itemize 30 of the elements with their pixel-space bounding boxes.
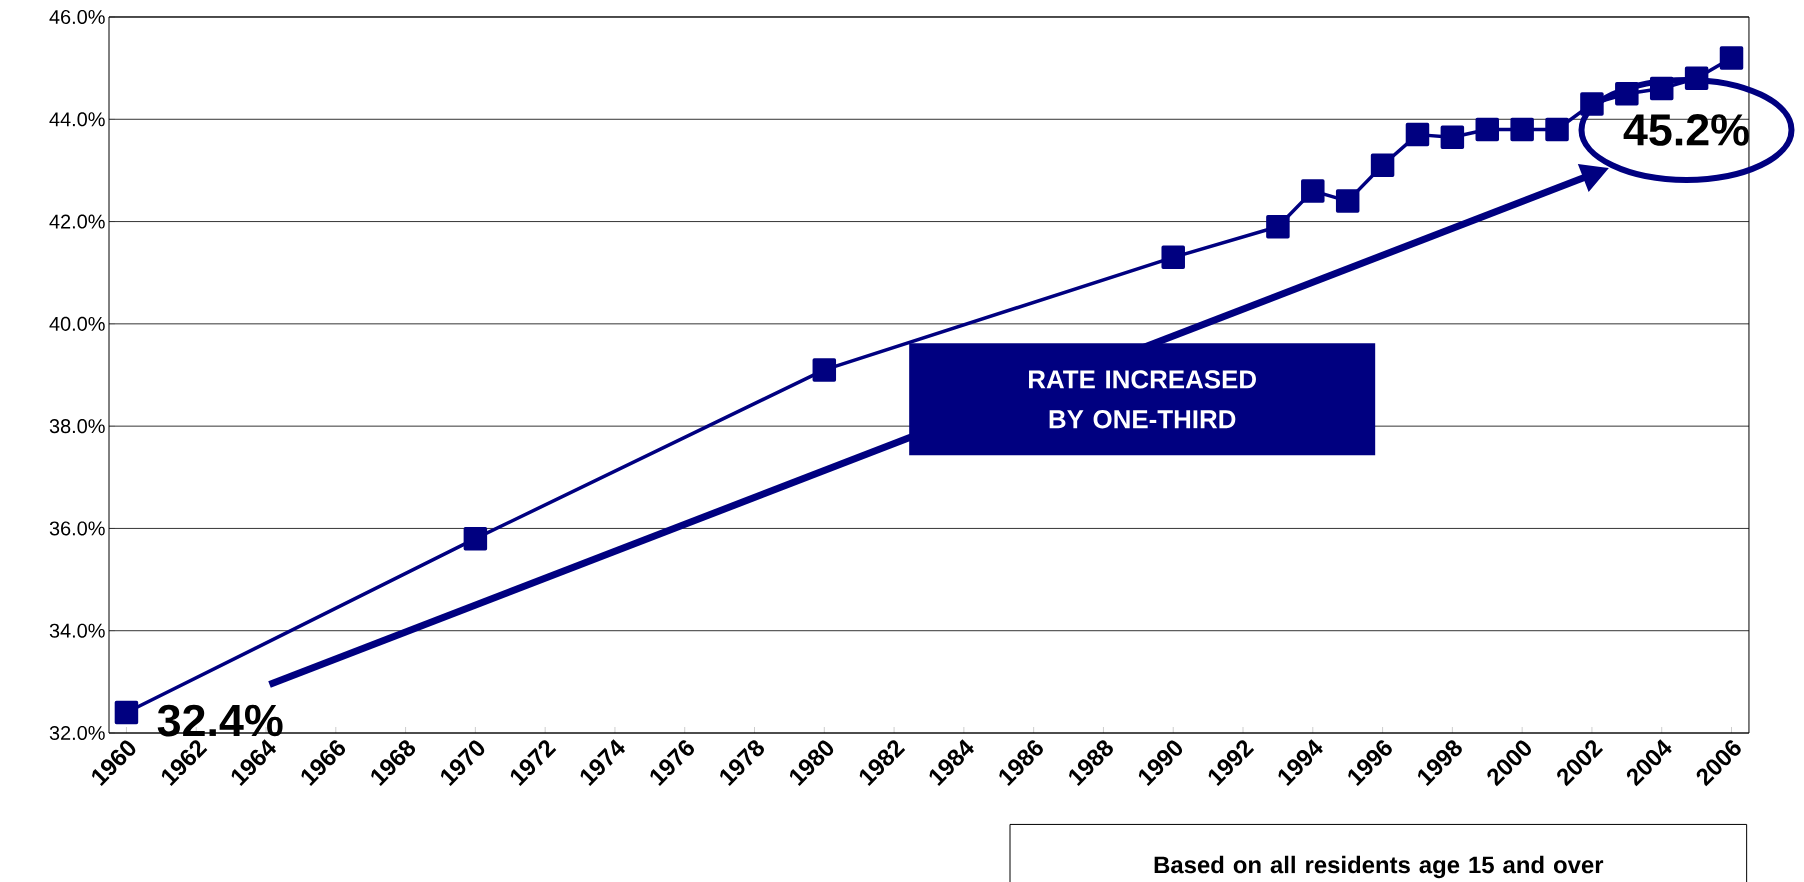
point xyxy=(1615,81,1639,106)
point xyxy=(1161,245,1185,270)
point xyxy=(812,358,837,382)
point xyxy=(1370,153,1395,178)
point xyxy=(1266,214,1290,239)
y-tick-label: 38.0% xyxy=(49,419,105,434)
text: Based on all residents age 15 and over xyxy=(1154,855,1604,879)
point xyxy=(1684,66,1709,91)
point xyxy=(463,526,488,551)
point xyxy=(1649,76,1674,101)
y-tick-label: 32.0% xyxy=(49,725,105,741)
point xyxy=(1335,189,1360,213)
y-tick-label: 46.0% xyxy=(49,9,105,25)
y-tick-label: 34.0% xyxy=(49,623,105,638)
point xyxy=(1580,92,1604,116)
y-tick-label: 42.0% xyxy=(49,214,105,229)
point xyxy=(1719,46,1744,70)
point xyxy=(1440,125,1465,149)
point xyxy=(1475,117,1500,142)
point xyxy=(1545,117,1569,142)
point xyxy=(1405,122,1430,147)
y-tick-label: 40.0% xyxy=(49,316,105,331)
y-tick-label: 44.0% xyxy=(49,112,105,127)
annotation: RATE INCREASED BY ONE-THIRD xyxy=(1029,370,1256,429)
point xyxy=(114,700,139,725)
point xyxy=(1510,117,1534,142)
y-tick-label: 36.0% xyxy=(49,521,105,536)
annotation: 45.2% xyxy=(1623,114,1749,146)
point xyxy=(1301,179,1325,203)
annotation: 32.4% xyxy=(157,704,283,737)
